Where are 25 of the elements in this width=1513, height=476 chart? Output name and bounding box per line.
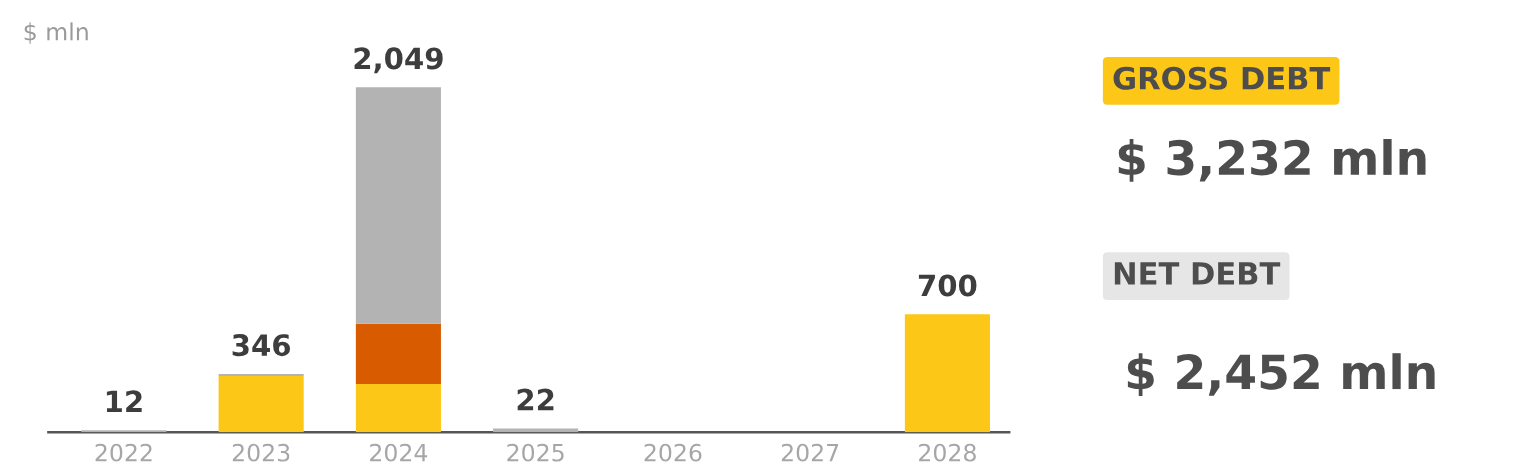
x-tick-label: 2026 (644, 443, 702, 462)
bar (218, 373, 304, 376)
text: $ 2,452 mln (1127, 353, 1435, 397)
annotation: 22 (517, 388, 554, 411)
x-tick-label: 2025 (507, 443, 564, 462)
bar (904, 314, 990, 433)
bar (218, 375, 304, 433)
annotation: 346 (232, 334, 291, 357)
text: $ 3,232 mln (1118, 138, 1426, 182)
annotation: 700 (918, 274, 977, 297)
text: NET DEBT (1114, 262, 1281, 285)
x-tick-label: 2028 (919, 443, 976, 462)
y-axis-title: $ mln (24, 22, 88, 44)
text: GROSS DEBT (1113, 66, 1331, 90)
bar (355, 323, 441, 384)
x-tick-label: 2022 (95, 443, 152, 462)
annotation: 12 (106, 390, 142, 412)
annotation: 2,049 (354, 47, 443, 74)
bar (355, 383, 441, 433)
bar (355, 87, 441, 324)
x-tick-label: 2023 (232, 443, 290, 462)
bar (493, 428, 579, 433)
x-tick-label: 2027 (781, 443, 839, 462)
bar (81, 430, 167, 433)
x-tick-label: 2024 (370, 443, 428, 462)
